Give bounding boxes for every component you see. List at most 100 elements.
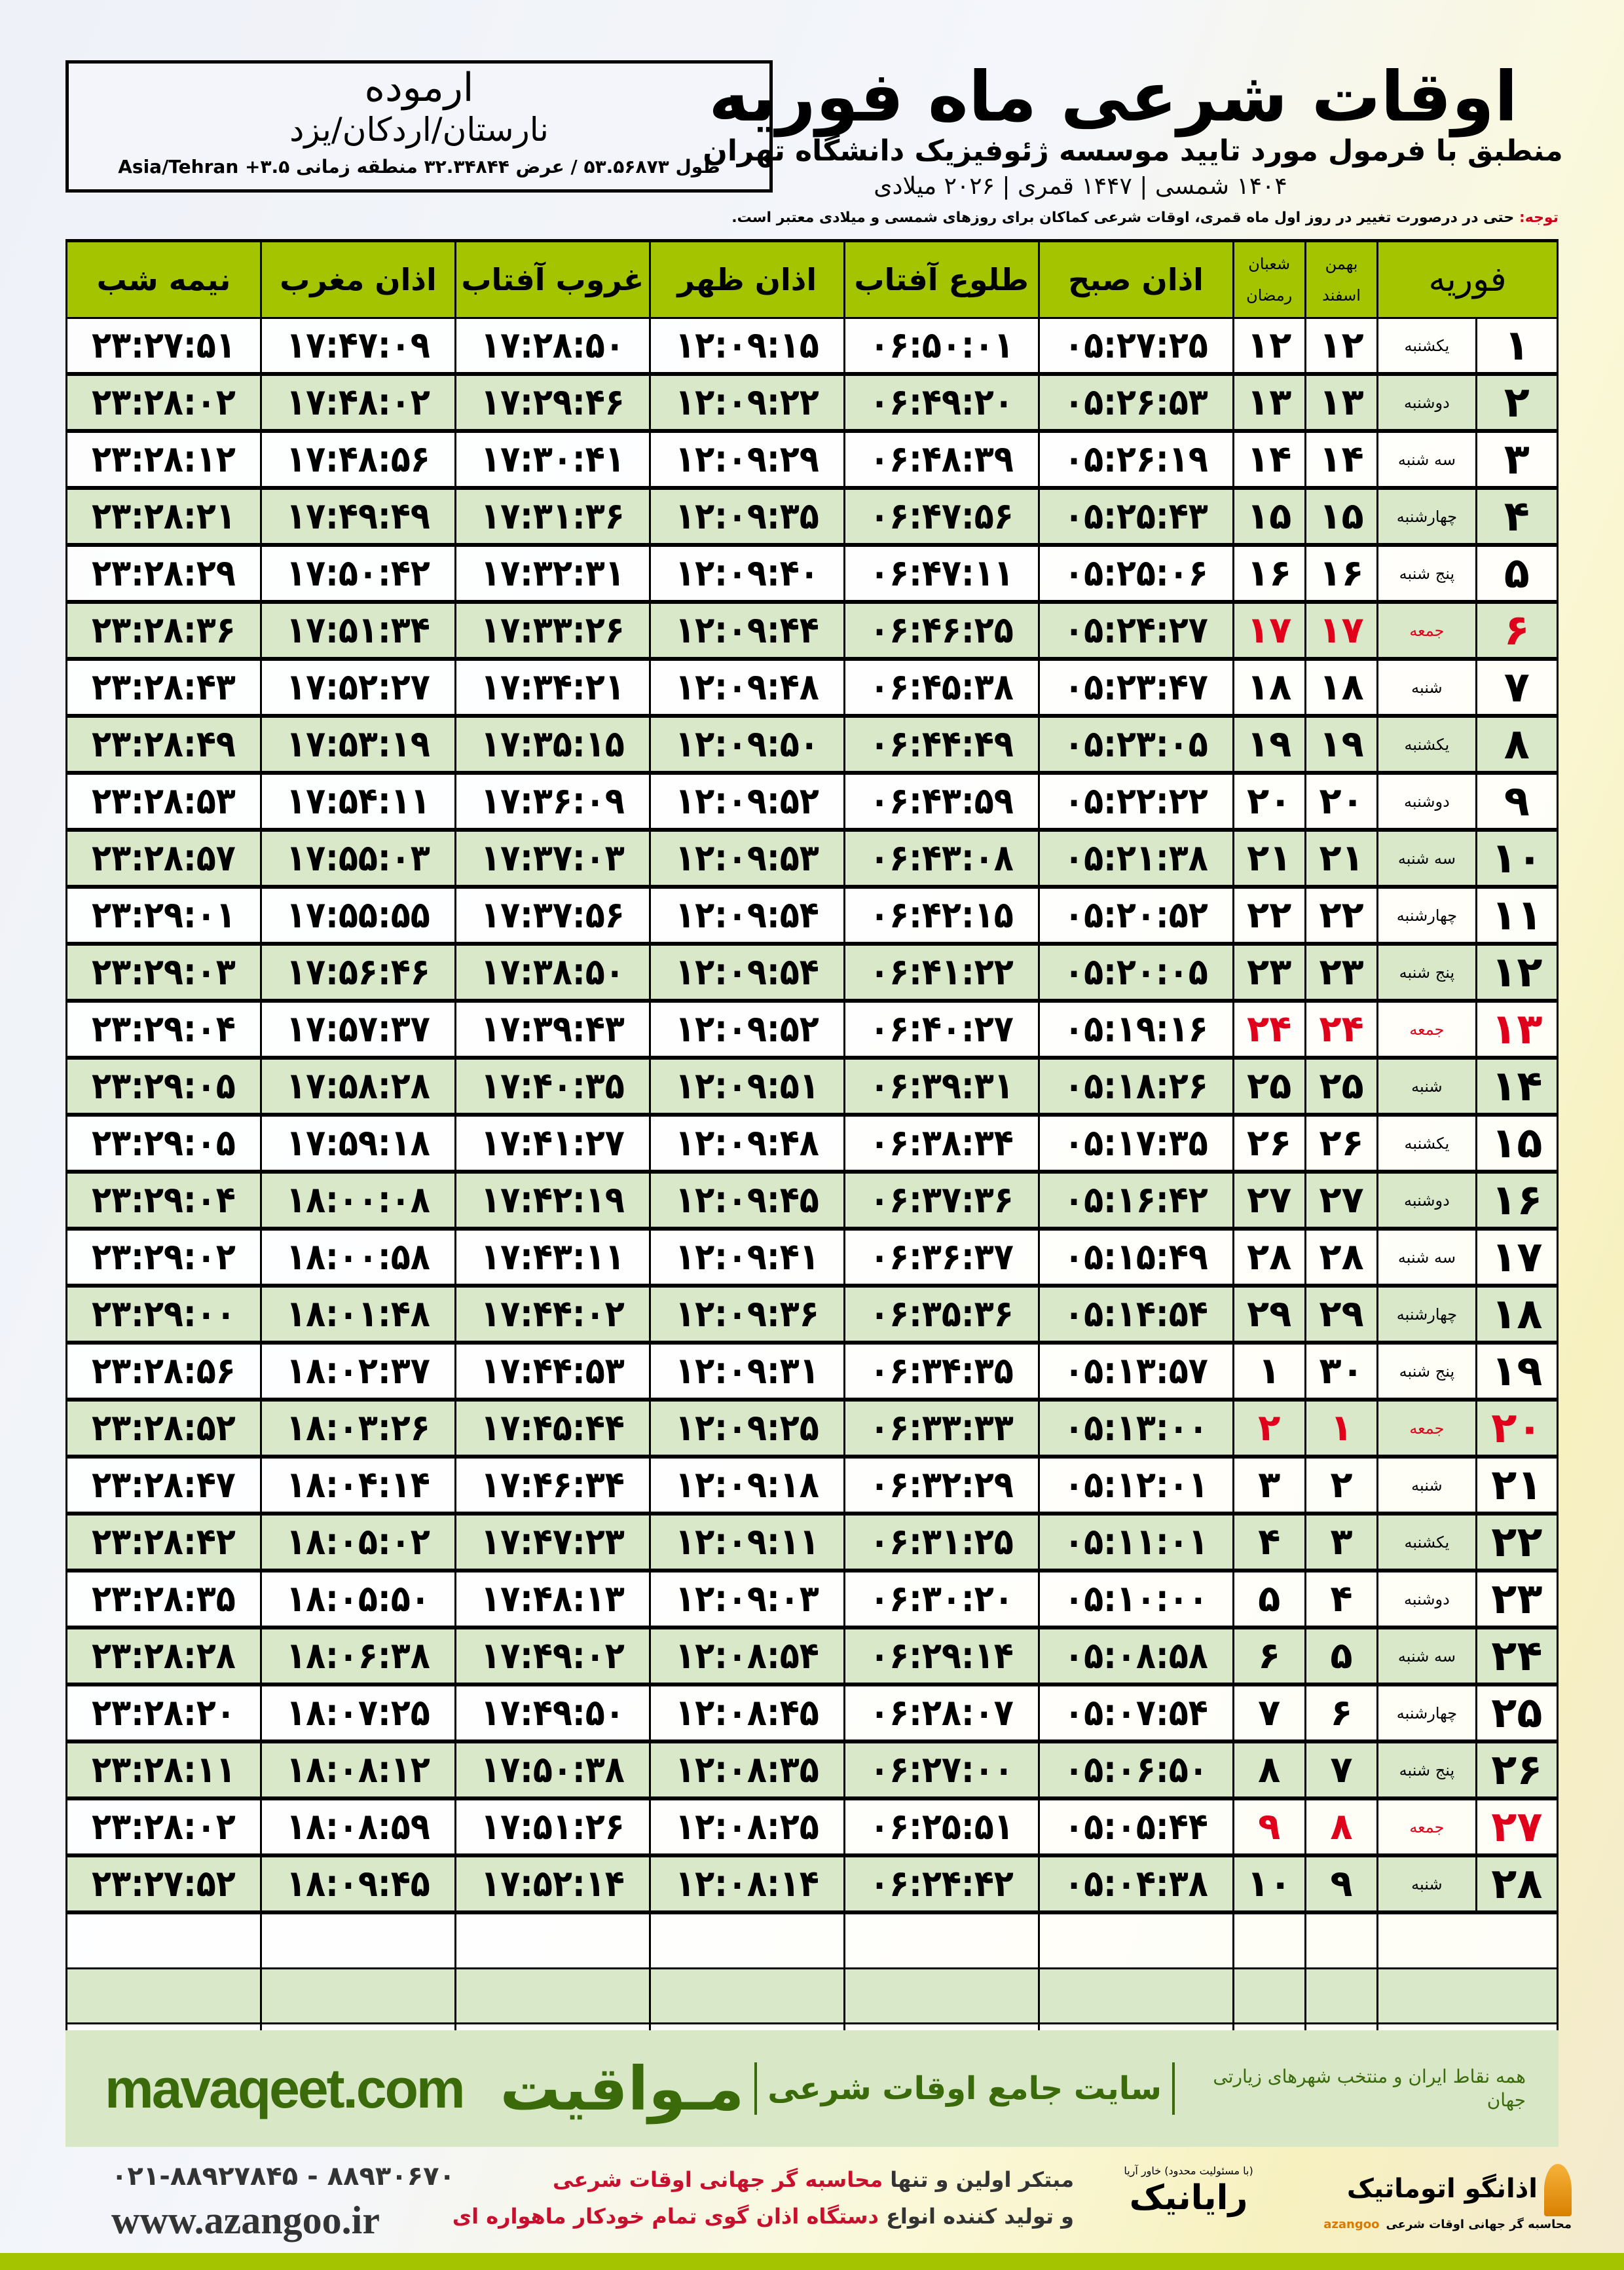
day-number: ۱۲: [1475, 942, 1559, 1003]
sunrise-time-text: ۰۶:۲۵:۵۱: [869, 1806, 1014, 1848]
dhuhr-time: ۱۲:۰۸:۴۵: [648, 1683, 845, 1743]
midnight-time-text: ۲۳:۲۸:۳۵: [92, 1578, 236, 1620]
sunset-time-text: ۱۷:۴۵:۴۴: [480, 1407, 625, 1449]
table-row: ۲۰ جمعه ۱ ۲ ۰۵:۱۳:۰۰ ۰۶:۳۳:۳۳ ۱۲:۰۹:۲۵ ۱۷:۴۵:۴۴…: [65, 1398, 1559, 1459]
dhuhr-time: ۱۲:۰۹:۴۸: [648, 658, 845, 718]
table-row: ۸ یکشنبه ۱۹ ۱۹ ۰۵:۲۳:۰۵ ۰۶:۴۴:۴۹ ۱۲:۰۹:۵۰ ۱۷:۳۵…: [65, 715, 1559, 775]
midnight-time: ۲۳:۲۹:۰۱: [65, 885, 262, 946]
day-number: ۵: [1475, 544, 1559, 604]
sunset-time: ۱۷:۳۴:۲۱: [454, 658, 651, 718]
sunset-time-text: ۱۷:۴۸:۱۳: [480, 1578, 625, 1620]
sunset-time: ۱۷:۵۲:۱۴: [454, 1854, 651, 1914]
fajr-time-text: ۰۵:۱۳:۵۷: [1063, 1350, 1208, 1392]
location-name: ارموده: [364, 65, 474, 111]
solar-date: ۲۸: [1304, 1227, 1379, 1288]
sunrise-time-text: ۰۶:۴۳:۰۸: [869, 837, 1014, 880]
azangoo-logo-text: اذانگو اتوماتیک: [1346, 2174, 1538, 2204]
sunset-time: ۱۷:۳۵:۱۵: [454, 715, 651, 775]
dhuhr-time: ۱۲:۰۸:۱۴: [648, 1854, 845, 1914]
empty-cell: [1037, 1967, 1234, 2024]
fajr-time: ۰۵:۲۲:۲۲: [1037, 772, 1234, 832]
fajr-time: ۰۵:۲۰:۵۲: [1037, 885, 1234, 946]
promo-text: و تولید کننده انواع: [878, 2204, 1074, 2229]
table-row: ۵ پنج شنبه ۱۶ ۱۶ ۰۵:۲۵:۰۶ ۰۶:۴۷:۱۱ ۱۲:۰۹:۴۰ ۱۷:…: [65, 544, 1559, 604]
sunset-time-text: ۱۷:۳۳:۲۶: [480, 609, 625, 652]
maghrib-time-text: ۱۷:۵۳:۱۹: [286, 723, 430, 766]
sunset-time: ۱۷:۴۴:۰۲: [454, 1284, 651, 1345]
table-row: ۲۶ پنج شنبه ۷ ۸ ۰۵:۰۶:۵۰ ۰۶:۲۷:۰۰ ۱۲:۰۸:۳۵ ۱۷:۵…: [65, 1740, 1559, 1800]
header-solar-month: بهمن اسفند: [1304, 239, 1379, 319]
footer-website[interactable]: www.azangoo.ir: [111, 2199, 380, 2242]
dhuhr-time-text: ۱۲:۰۹:۱۸: [674, 1464, 819, 1506]
sunrise-time: ۰۶:۵۰:۰۱: [843, 317, 1040, 376]
midnight-time: ۲۳:۲۸:۰۲: [65, 1797, 262, 1857]
solar-date: ۵: [1304, 1626, 1379, 1686]
empty-cell: [843, 1911, 1040, 1969]
lunar-date: ۲۱: [1232, 828, 1306, 889]
fajr-time-text: ۰۵:۱۶:۴۲: [1063, 1179, 1208, 1221]
maghrib-time: ۱۸:۰۷:۲۵: [259, 1683, 456, 1743]
midnight-time-text: ۲۳:۲۸:۲۹: [92, 552, 236, 595]
maghrib-time: ۱۸:۰۸:۵۹: [259, 1797, 456, 1857]
banner-website[interactable]: mavaqeet.com: [105, 2057, 466, 2119]
fajr-time-text: ۰۵:۱۵:۴۹: [1063, 1236, 1208, 1278]
dhuhr-time: ۱۲:۰۸:۵۴: [648, 1626, 845, 1686]
empty-cell: [1232, 1911, 1306, 1969]
dhuhr-time: ۱۲:۰۹:۵۲: [648, 999, 845, 1060]
lunar-date: ۱۹: [1232, 715, 1306, 775]
sunrise-time: ۰۶:۳۷:۳۶: [843, 1170, 1040, 1231]
divider: [754, 2062, 758, 2115]
fajr-time-text: ۰۵:۲۳:۴۷: [1063, 666, 1208, 709]
sunrise-time: ۰۶:۴۱:۲۲: [843, 942, 1040, 1003]
fajr-time-text: ۰۵:۱۷:۳۵: [1063, 1122, 1208, 1164]
table-row: ۲۵ چهارشنبه ۶ ۷ ۰۵:۰۷:۵۴ ۰۶:۲۸:۰۷ ۱۲:۰۸:۴۵ ۱۷:۴…: [65, 1683, 1559, 1743]
table-row: ۴ چهارشنبه ۱۵ ۱۵ ۰۵:۲۵:۴۳ ۰۶:۴۷:۵۶ ۱۲:۰۹:۳۵ ۱۷:…: [65, 487, 1559, 547]
dhuhr-time: ۱۲:۰۹:۴۱: [648, 1227, 845, 1288]
solar-date: ۱۷: [1304, 601, 1379, 661]
table-row: ۱۴ شنبه ۲۵ ۲۵ ۰۵:۱۸:۲۶ ۰۶:۳۹:۳۱ ۱۲:۰۹:۵۱ ۱۷:۴۰:…: [65, 1056, 1559, 1117]
table-row: ۱۵ یکشنبه ۲۶ ۲۶ ۰۵:۱۷:۳۵ ۰۶:۳۸:۳۴ ۱۲:۰۹:۴۸ ۱۷:۴…: [65, 1113, 1559, 1174]
day-number: ۸: [1475, 715, 1559, 775]
location-box: ارموده نارستان/اردکان/یزد طول ۵۳.۵۶۸۷۳ /…: [65, 60, 773, 193]
solar-date: ۹: [1304, 1854, 1379, 1914]
sunrise-time: ۰۶:۲۸:۰۷: [843, 1683, 1040, 1743]
lunar-date: ۲۸: [1232, 1227, 1306, 1288]
midnight-time: ۲۳:۲۸:۵۷: [65, 828, 262, 889]
table-row: ۱۸ چهارشنبه ۲۹ ۲۹ ۰۵:۱۴:۵۴ ۰۶:۳۵:۳۶ ۱۲:۰۹:۳۶ ۱۷…: [65, 1284, 1559, 1345]
weekday: دوشنبه: [1376, 772, 1477, 832]
midnight-time-text: ۲۳:۲۸:۴۳: [92, 666, 236, 709]
midnight-time-text: ۲۳:۲۸:۲۱: [92, 495, 236, 538]
day-number: ۱۵: [1475, 1113, 1559, 1174]
promo-text: مبتکر اولین و تنها: [883, 2167, 1074, 2192]
note-label: توجه:: [1519, 210, 1559, 226]
fajr-time: ۰۵:۱۲:۰۱: [1037, 1455, 1234, 1516]
rayanik-logo: (با مسئولیت محدود) خاور آریا رایانیک: [1107, 2164, 1270, 2218]
banner-brand-group: مـواقیت سایت جامع اوقات شرعی همه نقاط ای…: [500, 2054, 1526, 2124]
weekday: چهارشنبه: [1376, 1284, 1477, 1345]
dhuhr-time: ۱۲:۰۹:۴۰: [648, 544, 845, 604]
day-number: ۲: [1475, 373, 1559, 433]
lunar-date: ۹: [1232, 1797, 1306, 1857]
dhuhr-time: ۱۲:۰۹:۵۴: [648, 885, 845, 946]
sunset-time: ۱۷:۴۶:۳۴: [454, 1455, 651, 1516]
sunset-time-text: ۱۷:۳۲:۳۱: [480, 552, 625, 595]
sunrise-time-text: ۰۶:۲۴:۴۲: [869, 1863, 1014, 1905]
sunset-time-text: ۱۷:۳۹:۴۳: [480, 1008, 625, 1051]
empty-cell: [65, 1967, 262, 2024]
empty-cell: [1304, 1967, 1379, 2024]
prayer-times-table: فوریه بهمن اسفند شعبان رمضان اذان صبح طلوع…: [65, 239, 1559, 2079]
sunrise-time: ۰۶:۲۷:۰۰: [843, 1740, 1040, 1800]
sunset-time: ۱۷:۴۸:۱۳: [454, 1569, 651, 1629]
table-row: ۹ دوشنبه ۲۰ ۲۰ ۰۵:۲۲:۲۲ ۰۶:۴۳:۵۹ ۱۲:۰۹:۵۲ ۱۷:۳۶…: [65, 772, 1559, 832]
day-number: ۷: [1475, 658, 1559, 718]
sunrise-time: ۰۶:۲۵:۵۱: [843, 1797, 1040, 1857]
sunset-time-text: ۱۷:۴۷:۲۳: [480, 1521, 625, 1563]
midnight-time-text: ۲۳:۲۹:۰۴: [92, 1008, 236, 1051]
header-fajr: اذان صبح: [1037, 239, 1234, 319]
fajr-time: ۰۵:۲۳:۴۷: [1037, 658, 1234, 718]
sunrise-time: ۰۶:۳۴:۳۵: [843, 1341, 1040, 1402]
weekday: سه شنبه: [1376, 1626, 1477, 1686]
sunrise-time-text: ۰۶:۲۸:۰۷: [869, 1692, 1014, 1734]
location-path: نارستان/اردکان/یزد: [289, 111, 549, 149]
dhuhr-time: ۱۲:۰۹:۴۸: [648, 1113, 845, 1174]
